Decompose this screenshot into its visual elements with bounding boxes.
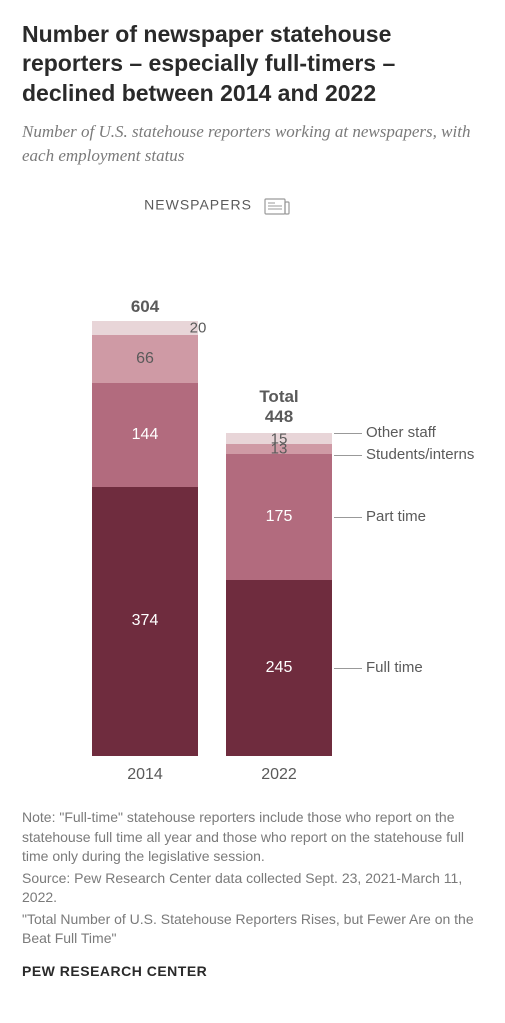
x-axis-labels: 2014 2022	[92, 766, 332, 784]
chart-title: Number of newspaper statehouse reporters…	[22, 20, 483, 108]
x-label-2014: 2014	[92, 766, 198, 784]
legend-students: Students/interns	[366, 446, 474, 463]
chart-header-text: NEWSPAPERS	[144, 197, 252, 213]
legend-full_time: Full time	[366, 659, 423, 676]
seg-2014-students: 66	[92, 335, 198, 383]
seg-2014-part_time: 144	[92, 383, 198, 487]
chart-subtitle: Number of U.S. statehouse reporters work…	[22, 120, 483, 168]
seg-2022-part_time: 175	[226, 454, 332, 580]
source-text: Source: Pew Research Center data collect…	[22, 869, 483, 908]
bar-total-2014: 604	[92, 297, 198, 317]
legend-other_staff: Other staff	[366, 424, 436, 441]
brand-footer: PEW RESEARCH CENTER	[22, 963, 483, 979]
connector-students	[334, 455, 362, 456]
seg-2014-full_time: 374	[92, 487, 198, 756]
seg-2014-other_staff: 20	[92, 321, 198, 335]
connector-part_time	[334, 517, 362, 518]
seg-2022-full_time: 245	[226, 580, 332, 756]
seg-value-outside: 20	[145, 320, 251, 337]
note-text: Note: "Full-time" statehouse reporters i…	[22, 808, 483, 867]
bar-total-2022: Total448	[226, 387, 332, 427]
reference-text: "Total Number of U.S. Statehouse Reporte…	[22, 910, 483, 949]
bar-2014: 6042066144374	[92, 321, 198, 756]
x-label-2022: 2022	[226, 766, 332, 784]
newspaper-icon	[263, 196, 291, 216]
legend-part_time: Part time	[366, 508, 426, 525]
connector-other_staff	[334, 433, 362, 434]
seg-2022-students: 13	[226, 444, 332, 453]
bar-2022: Total4481513175245	[226, 433, 332, 756]
connector-full_time	[334, 668, 362, 669]
chart-header: NEWSPAPERS	[0, 196, 483, 216]
chart-area: 6042066144374Total4481513175245 20142022…	[22, 224, 483, 784]
bars-container: 6042066144374Total4481513175245	[92, 256, 332, 756]
